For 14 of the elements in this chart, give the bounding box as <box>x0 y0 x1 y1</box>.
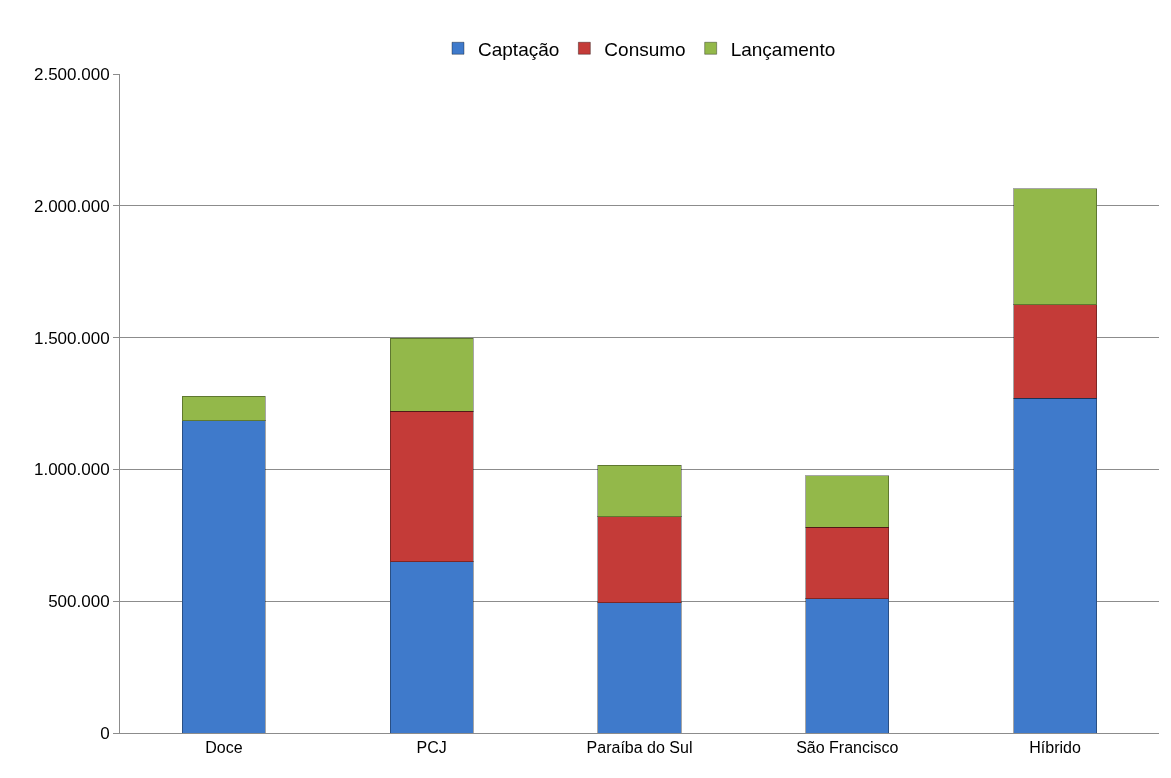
x-tick-label: Doce <box>205 739 243 757</box>
legend-label: Consumo <box>604 38 686 60</box>
x-tick-label: Híbrido <box>1029 739 1081 757</box>
y-tick-label: 2.500.000 <box>33 64 110 84</box>
y-tick-label: 2.000.000 <box>33 196 110 216</box>
x-tick-label: PCJ <box>416 739 447 757</box>
legend-label: Captação <box>478 38 560 60</box>
y-tick-label: 0 <box>100 723 110 743</box>
y-tick-label: 1.500.000 <box>33 328 110 348</box>
legend-label: Lançamento <box>730 38 836 60</box>
x-tick-label: Paraíba do Sul <box>586 739 693 757</box>
x-tick-label: São Francisco <box>796 739 899 757</box>
y-tick-label: 1.000.000 <box>33 460 110 480</box>
y-tick-label: 500.000 <box>48 592 110 612</box>
